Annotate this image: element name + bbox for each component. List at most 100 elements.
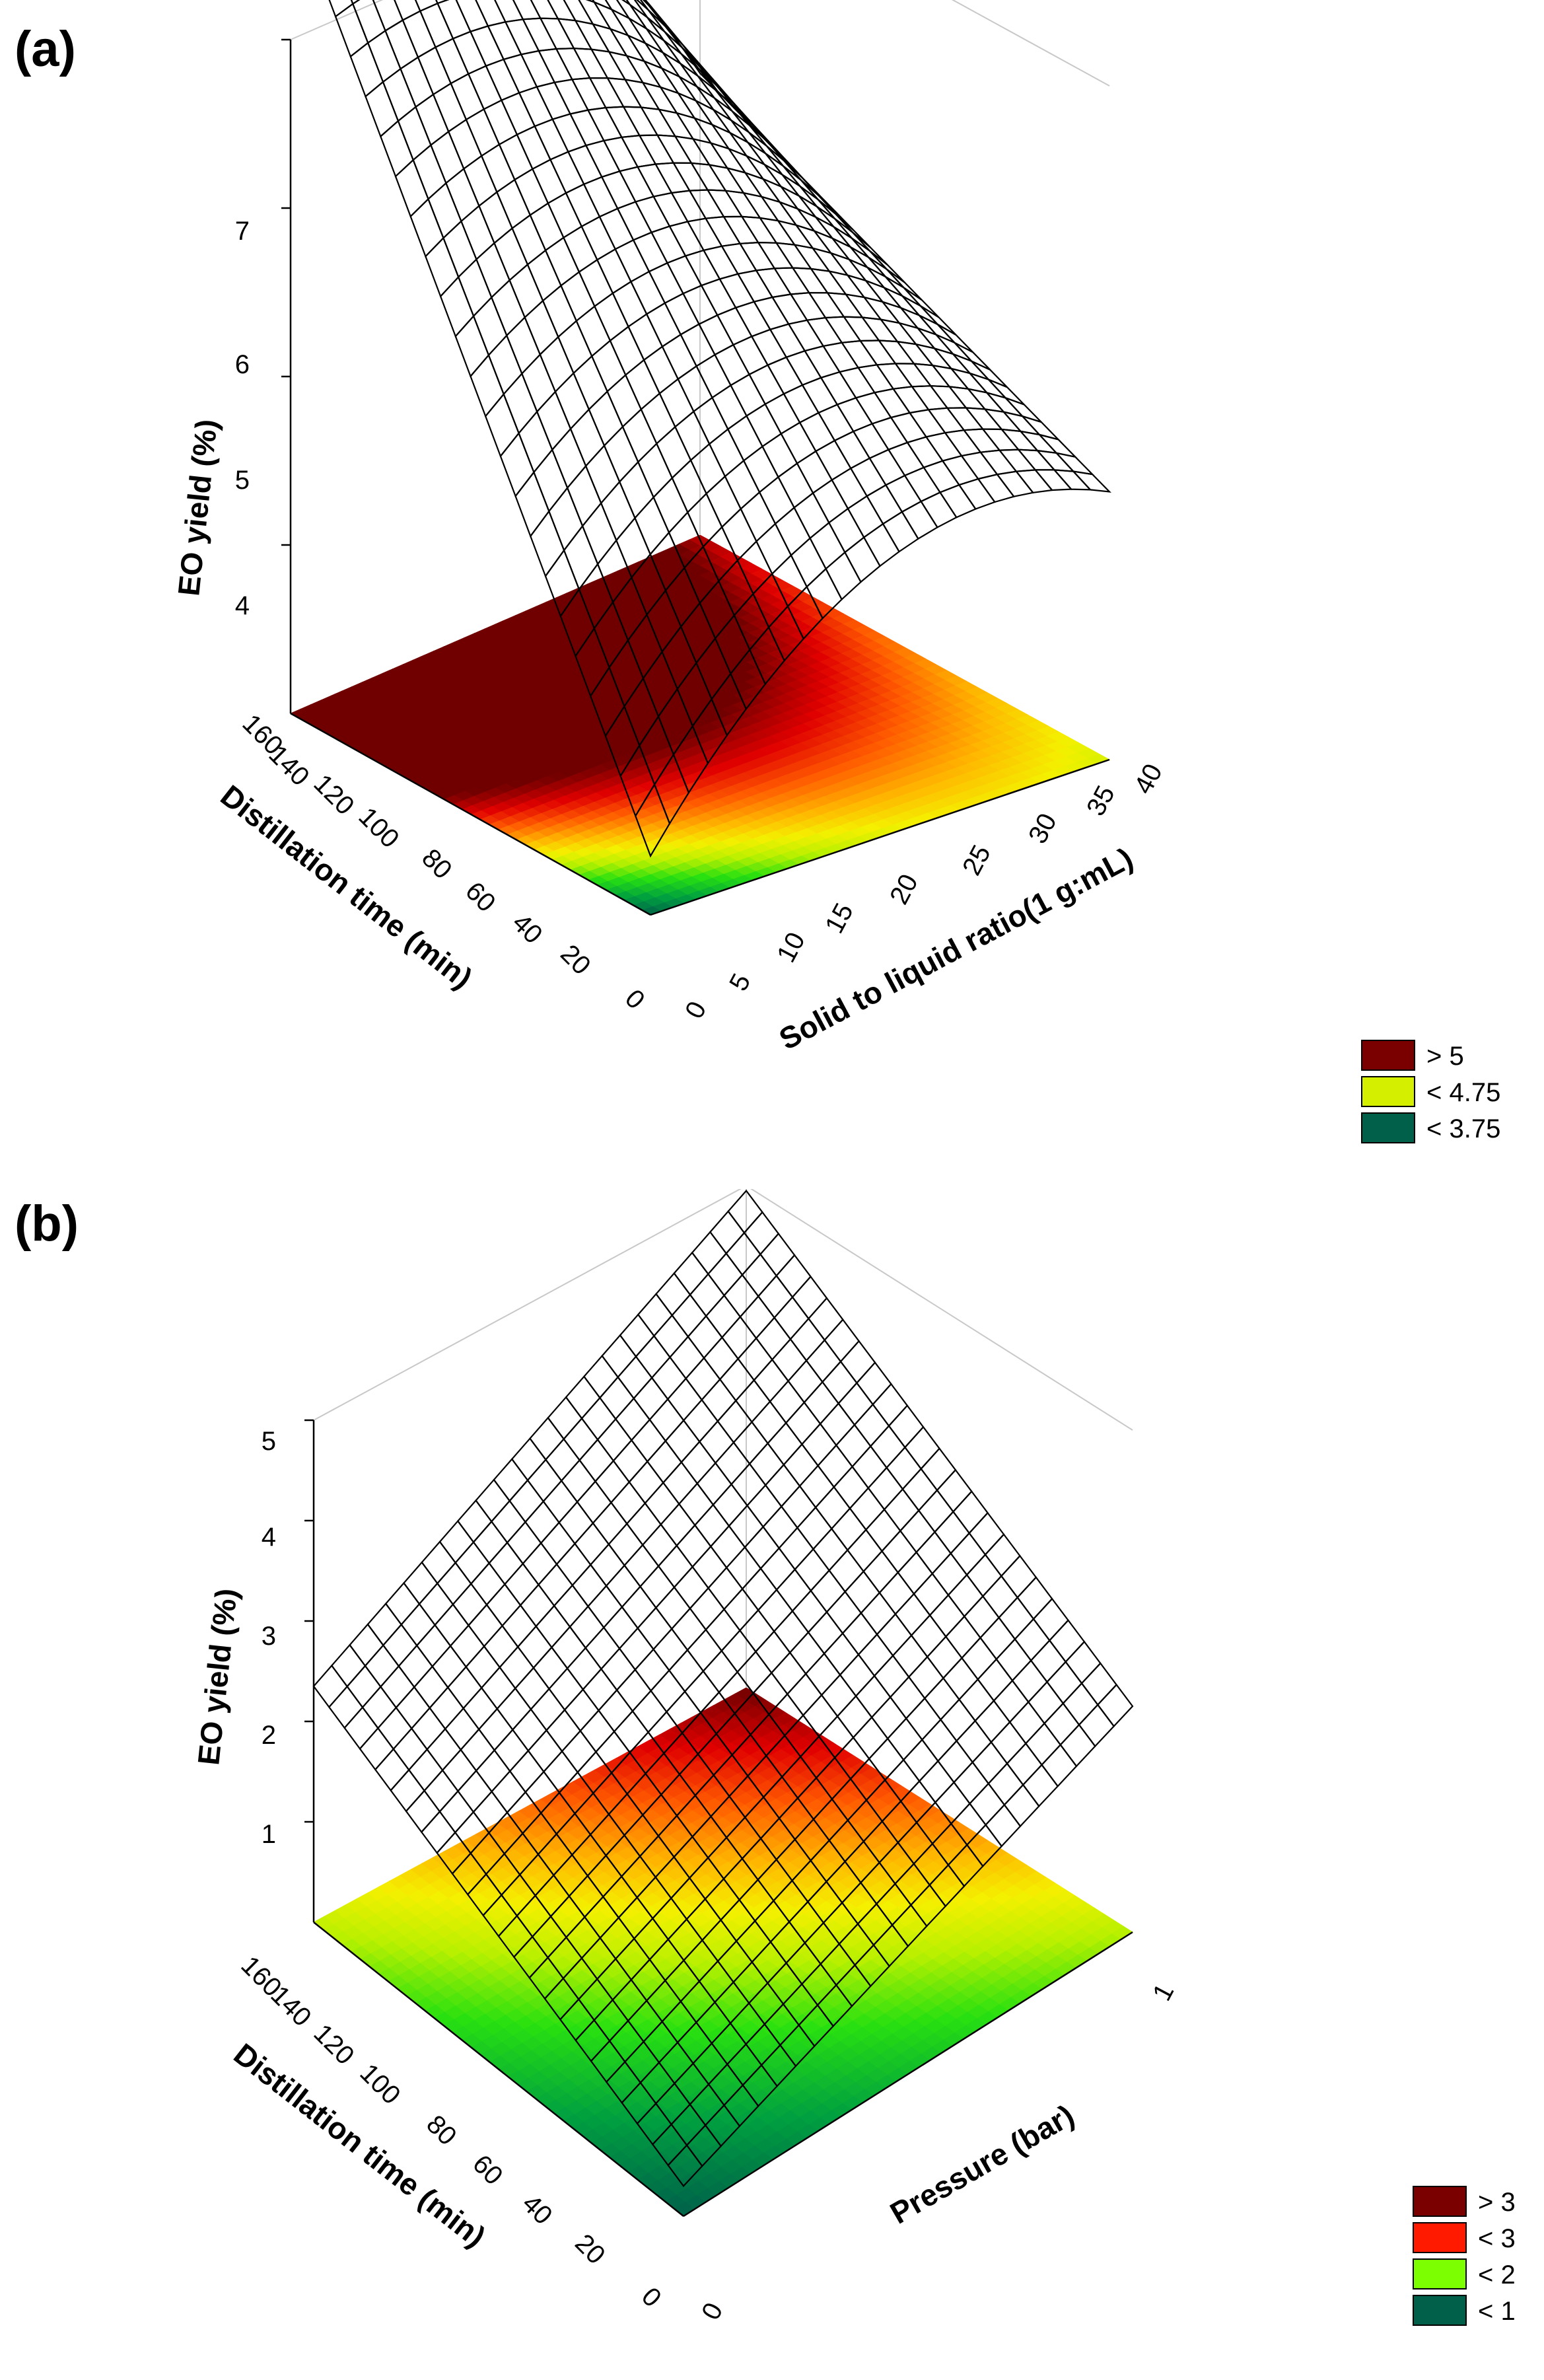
surface-cell — [894, 1593, 931, 1637]
surface-cell — [671, 458, 707, 514]
surface-cell — [689, 1272, 726, 1318]
chart-panel-b: (b) 5 4 3 2 1 EO yield (%) 160 140 120 1… — [15, 1189, 1516, 2326]
surface-cell — [468, 1603, 504, 1648]
surface-cell — [584, 444, 621, 505]
surface-cell — [702, 1649, 739, 1694]
surface-cell — [798, 1464, 835, 1509]
surface-cell — [1080, 1662, 1118, 1706]
chart-panel-a: (a) 7 6 5 4 EO yield (%) 160 140 120 100… — [15, 0, 1500, 1143]
surface-cell — [555, 48, 591, 81]
surface-cell — [839, 1653, 876, 1698]
surface-cell — [682, 1398, 719, 1443]
surface-cell — [857, 364, 895, 394]
surface-cell — [650, 1669, 686, 1713]
surface-cell — [600, 1647, 637, 1692]
surface-cell — [762, 1505, 798, 1550]
surface-cell — [806, 316, 843, 347]
surface-cell — [1034, 469, 1073, 491]
y-tick-b-60: 60 — [467, 2149, 509, 2191]
surface-cell — [652, 1314, 689, 1359]
surface-cell — [553, 1584, 589, 1628]
surface-cell — [886, 1717, 923, 1761]
surface-cell — [563, 1688, 600, 1733]
surface-cell — [439, 275, 475, 338]
surface-cell — [569, 1605, 605, 1649]
surface-cell — [587, 1585, 623, 1629]
surface-cell — [330, 1643, 367, 1688]
surface-cell — [436, 1562, 472, 1606]
frame-line — [313, 1189, 742, 1421]
surface-cell — [601, 1334, 637, 1379]
surface-cell — [960, 451, 999, 480]
surface-cell — [532, 1646, 569, 1690]
surface-cell — [560, 1459, 596, 1503]
surface-cell — [361, 1685, 398, 1729]
surface-cell — [961, 1636, 998, 1681]
surface-cell — [770, 1651, 807, 1696]
surface-cell — [598, 1376, 635, 1420]
surface-cell — [462, 1686, 499, 1731]
surface-cell — [539, 336, 575, 393]
surface-cell — [844, 293, 883, 320]
y-axis-line — [290, 712, 651, 916]
surface-cell — [409, 198, 444, 258]
surface-cell — [894, 363, 932, 388]
x-tick-a-25: 25 — [957, 840, 997, 880]
surface-cell — [530, 509, 565, 578]
surface-cell — [328, 1685, 364, 1729]
surface-cell — [857, 1633, 894, 1677]
surface-cell — [652, 192, 689, 227]
surface-cell — [615, 1668, 652, 1713]
surface-cell — [902, 1738, 939, 1783]
surface-cell — [737, 1337, 773, 1382]
surface-cell — [840, 340, 878, 369]
surface-cell — [621, 1585, 657, 1630]
surface-cell — [581, 501, 617, 566]
surface-cell — [605, 1564, 641, 1608]
surface-cell — [833, 1465, 870, 1510]
surface-cell — [563, 524, 599, 591]
surface-cell — [758, 217, 796, 246]
z-tick-b-5: 5 — [262, 1427, 276, 1456]
surface-cell — [1048, 1619, 1086, 1663]
surface-cell — [512, 0, 542, 20]
surface-cell — [554, 371, 590, 431]
surface-cell — [705, 1608, 741, 1652]
surface-cell — [472, 1520, 509, 1565]
surface-cell — [839, 1340, 876, 1385]
surface-cell — [693, 1503, 730, 1548]
surface-cell — [939, 1698, 977, 1743]
surface-cell — [638, 134, 675, 165]
surface-cell — [998, 449, 1037, 472]
surface-cell — [1016, 1576, 1053, 1620]
surface-cell — [709, 1525, 746, 1569]
surface-cell — [490, 1499, 526, 1544]
surface-cell — [686, 217, 723, 252]
surface-cell — [535, 1605, 571, 1649]
surface-cell — [652, 476, 689, 534]
surface-cell — [566, 464, 602, 528]
surface-cell — [670, 1607, 707, 1651]
surface-cell — [759, 1232, 796, 1278]
surface-cell — [956, 1719, 993, 1764]
surface-cell — [877, 340, 916, 365]
surface-cell — [588, 390, 624, 447]
surface-cell — [995, 1638, 1032, 1682]
surface-cell — [637, 1606, 673, 1651]
surface-cell — [1030, 1639, 1067, 1683]
surface-cell — [649, 1398, 685, 1443]
surface-cell — [934, 1510, 971, 1555]
surface-cell — [610, 1480, 647, 1525]
surface-cell — [390, 1768, 426, 1813]
surface-cell — [825, 1590, 862, 1635]
surface-cell — [757, 241, 794, 270]
surface-cell — [687, 1315, 723, 1359]
surface-cell — [641, 1523, 678, 1568]
surface-cell — [720, 1315, 757, 1360]
surface-cell — [655, 1272, 691, 1316]
surface-cell — [485, 1583, 522, 1627]
surface-cell — [830, 1507, 867, 1552]
surface-cell — [619, 1313, 655, 1358]
surface-cell — [849, 1486, 886, 1531]
surface-cell — [736, 270, 774, 303]
